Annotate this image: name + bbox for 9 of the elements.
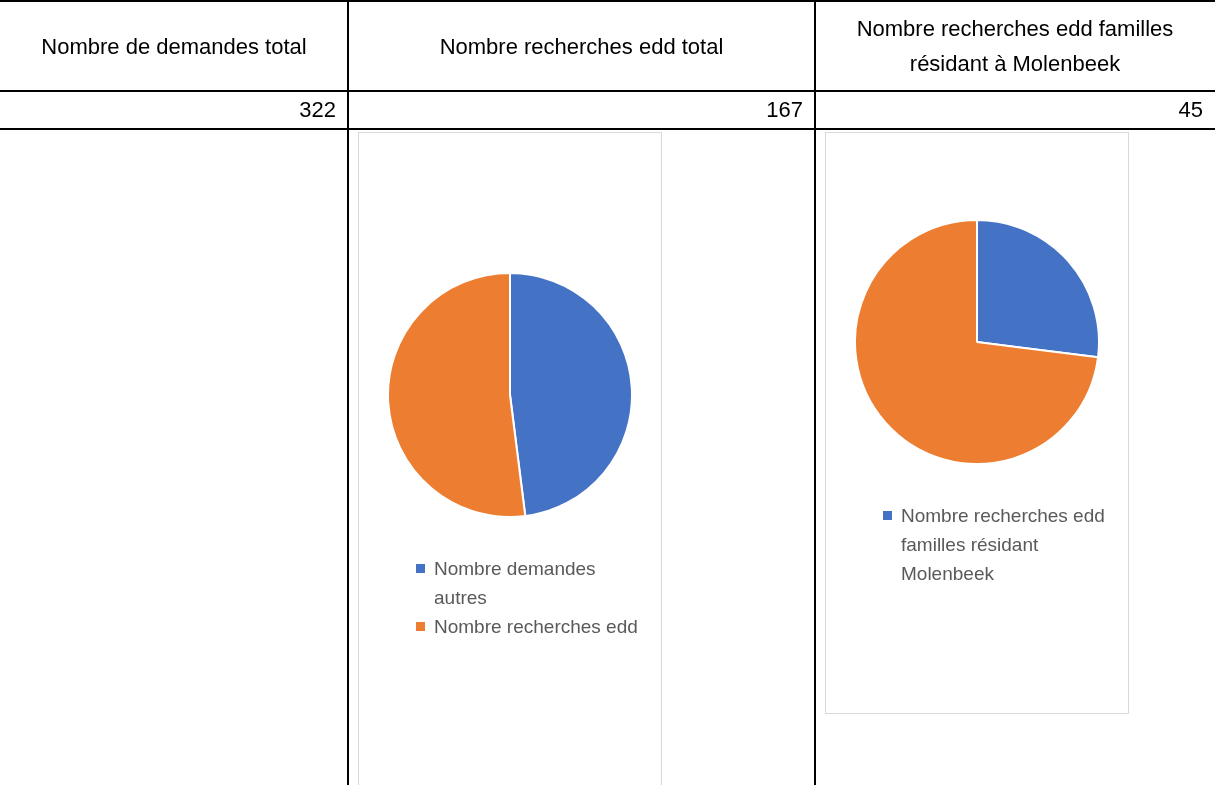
- text: 322: [0, 92, 348, 130]
- chart-title: Nombre recherches edd total: [348, 0, 815, 92]
- chart-title: Nombre recherches edd familles résidant à Molenbeek: [815, 0, 1215, 92]
- legend-label: Nombre recherches edd familles résidant Molenbeek: [901, 505, 1105, 584]
- legend-label: Nombre recherches edd: [434, 616, 638, 637]
- text: 45: [815, 92, 1215, 130]
- text: 167: [348, 92, 815, 130]
- legend-label: Nombre demandes autres: [434, 558, 596, 608]
- text: Nombre de demandes total: [0, 0, 348, 92]
